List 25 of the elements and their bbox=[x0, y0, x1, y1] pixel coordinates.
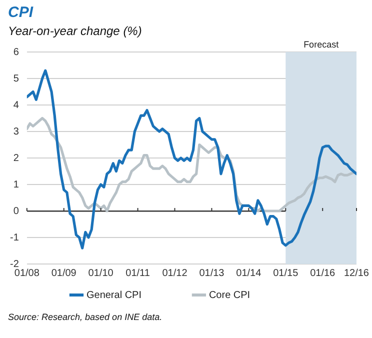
x-tick-label: 01/10 bbox=[88, 268, 114, 279]
band-label: Forecast bbox=[304, 39, 340, 50]
chart-title: CPI bbox=[7, 3, 34, 21]
y-tick-label: 4 bbox=[13, 100, 20, 111]
legend-label: General CPI bbox=[86, 290, 186, 301]
x-tick-label: 01/08 bbox=[14, 268, 40, 279]
y-tick-label: 6 bbox=[13, 46, 20, 58]
y-tick-label: -1 bbox=[10, 232, 20, 244]
y-tick-label: 0 bbox=[13, 206, 20, 217]
x-tick-label: 01/09 bbox=[51, 268, 77, 279]
x-tick-label: 01/13 bbox=[199, 268, 225, 279]
x-tick-label: 01/16 bbox=[310, 268, 336, 279]
y-tick-label: 3 bbox=[13, 126, 20, 138]
x-tick-label: 01/14 bbox=[236, 268, 262, 279]
legend-label: Core CPI bbox=[208, 290, 295, 301]
y-tick-label: 5 bbox=[13, 73, 20, 84]
x-tick-label: 01/15 bbox=[273, 268, 299, 279]
chart-subtitle: Year-on-year change (%) bbox=[7, 23, 143, 38]
x-tick-label: 01/11 bbox=[126, 268, 150, 279]
x-tick-label: 12/16 bbox=[344, 268, 370, 279]
source-note: Source: Research, based on INE data. bbox=[7, 311, 164, 324]
x-tick-label: 01/12 bbox=[162, 268, 188, 279]
y-tick-label: 2 bbox=[13, 152, 20, 164]
y-tick-label: 1 bbox=[13, 179, 20, 190]
y-tick-label: -2 bbox=[10, 258, 20, 270]
